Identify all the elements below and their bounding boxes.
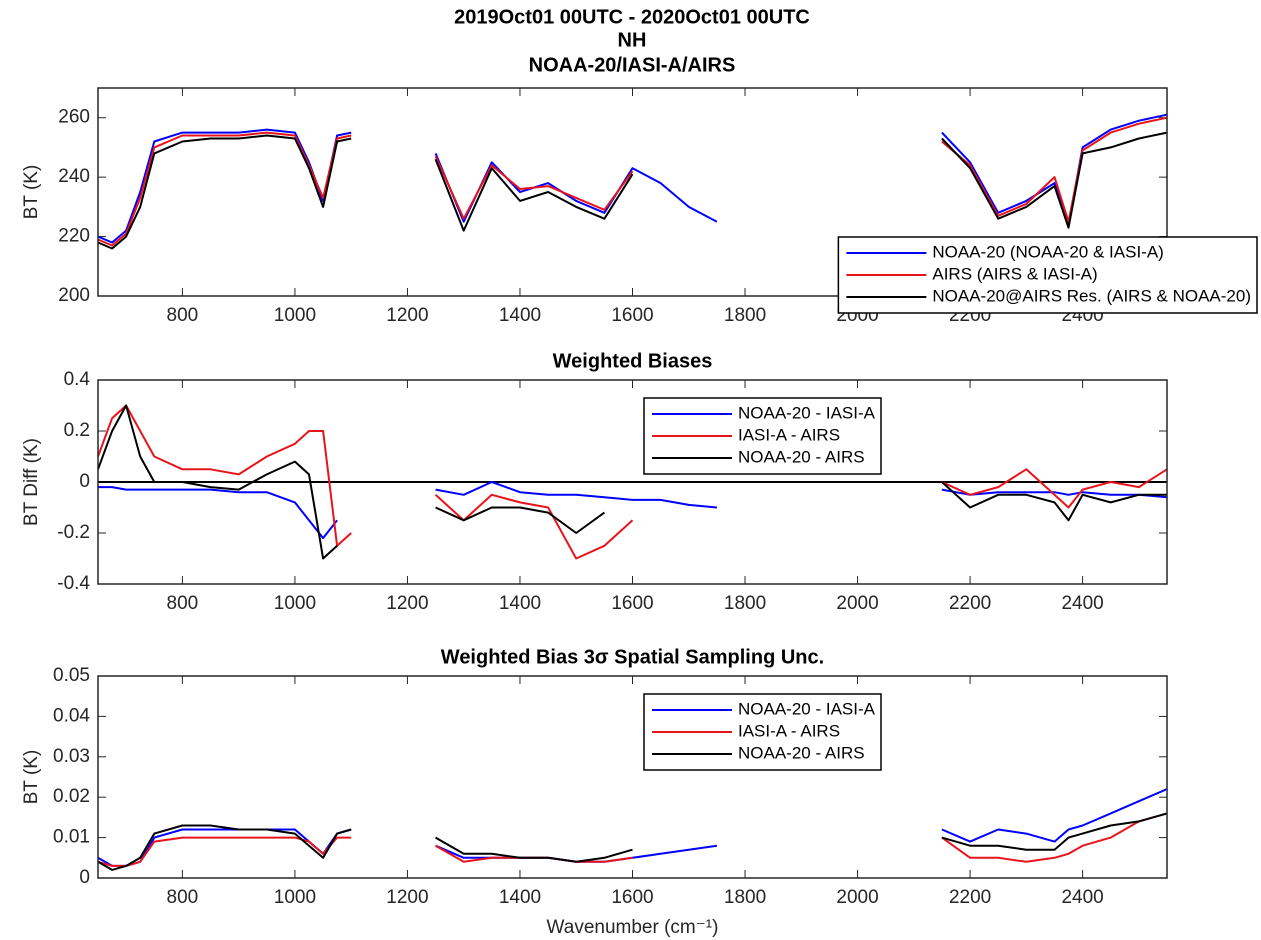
x-tick-label: 1800 — [724, 593, 766, 614]
x-tick-label: 2000 — [836, 593, 878, 614]
legend-label: NOAA-20@AIRS Res. (AIRS & NOAA-20) — [932, 286, 1251, 305]
x-tick-label: 2400 — [1061, 887, 1103, 908]
y-tick-label: 0.4 — [64, 369, 91, 390]
x-tick-label: 1200 — [386, 305, 428, 326]
legend: NOAA-20 - IASI-A IASI-A - AIRS NOAA-20 - A… — [643, 397, 882, 475]
legend: NOAA-20 - IASI-A IASI-A - AIRS NOAA-20 - A… — [643, 693, 882, 771]
series-line — [97, 116, 1168, 247]
x-tick-label: 1400 — [499, 305, 541, 326]
y-tick-label: 220 — [58, 226, 90, 247]
y-tick-label: 0.03 — [53, 746, 90, 767]
legend-label: NOAA-20 - AIRS — [738, 447, 865, 466]
x-tick-label: 2400 — [1061, 593, 1103, 614]
y-tick-label: 0.05 — [53, 665, 90, 686]
series-line — [97, 788, 1168, 867]
panel-title: Weighted Bias 3σ Spatial Sampling Unc. — [441, 646, 824, 668]
x-tick-label: 1800 — [724, 887, 766, 908]
x-axis-label: Wavenumber (cm⁻¹) — [547, 917, 719, 938]
y-tick-label: 0 — [79, 867, 90, 888]
legend-label: NOAA-20 - IASI-A — [738, 403, 876, 422]
legend-label: NOAA-20 - AIRS — [738, 743, 865, 762]
x-tick-label: 800 — [167, 593, 199, 614]
axes-frame — [97, 379, 1168, 585]
x-tick-label: 1400 — [499, 593, 541, 614]
legend-label: AIRS (AIRS & IASI-A) — [932, 264, 1097, 283]
suptitle: 2019Oct01 00UTC - 2020Oct01 00UTC — [454, 6, 810, 28]
x-tick-label: 1000 — [274, 305, 316, 326]
y-tick-label: 0.04 — [53, 705, 90, 726]
y-tick-label: 240 — [58, 166, 90, 187]
legend-label: IASI-A - AIRS — [738, 721, 840, 740]
y-tick-label: -0.2 — [57, 522, 90, 543]
y-tick-label: 200 — [58, 285, 90, 306]
x-tick-label: 2000 — [836, 887, 878, 908]
series-line — [98, 481, 1168, 540]
series-line — [97, 404, 1167, 560]
y-tick-label: 0.2 — [64, 420, 90, 441]
series-line — [97, 812, 1168, 867]
y-axis-label: BT (K) — [21, 165, 42, 220]
legend-label: NOAA-20 (NOAA-20 & IASI-A) — [932, 242, 1163, 261]
suptitle: NH — [618, 29, 647, 51]
x-tick-label: 800 — [167, 887, 199, 908]
series-line — [97, 812, 1168, 871]
y-tick-label: -0.4 — [57, 573, 90, 594]
x-tick-label: 1000 — [274, 593, 316, 614]
x-tick-label: 2200 — [949, 593, 991, 614]
x-tick-label: 800 — [167, 305, 199, 326]
series-line — [97, 404, 1168, 560]
y-tick-label: 260 — [58, 107, 90, 128]
x-tick-label: 1400 — [499, 887, 541, 908]
legend-label: IASI-A - AIRS — [738, 425, 840, 444]
x-tick-label: 2200 — [949, 887, 991, 908]
axes-frame — [97, 87, 1168, 297]
legend: NOAA-20 (NOAA-20 & IASI-A) AIRS (AIRS & I… — [837, 236, 1258, 314]
x-tick-label: 1200 — [386, 593, 428, 614]
x-tick-label: 1000 — [274, 887, 316, 908]
x-tick-label: 1600 — [611, 887, 653, 908]
y-tick-label: 0.01 — [53, 827, 90, 848]
y-axis-label: BT Diff (K) — [21, 438, 42, 526]
series-line — [97, 131, 1168, 250]
x-tick-label: 1600 — [611, 593, 653, 614]
x-tick-label: 1800 — [724, 305, 766, 326]
legend-label: NOAA-20 - IASI-A — [738, 699, 876, 718]
x-tick-label: 1600 — [611, 305, 653, 326]
x-tick-label: 1200 — [386, 887, 428, 908]
y-tick-label: 0 — [79, 471, 90, 492]
suptitle: NOAA-20/IASI-A/AIRS — [529, 54, 736, 76]
y-axis-label: BT (K) — [21, 750, 42, 805]
y-tick-label: 0.02 — [53, 786, 90, 807]
axes-frame — [97, 675, 1168, 879]
panel-title: Weighted Biases — [553, 350, 713, 372]
